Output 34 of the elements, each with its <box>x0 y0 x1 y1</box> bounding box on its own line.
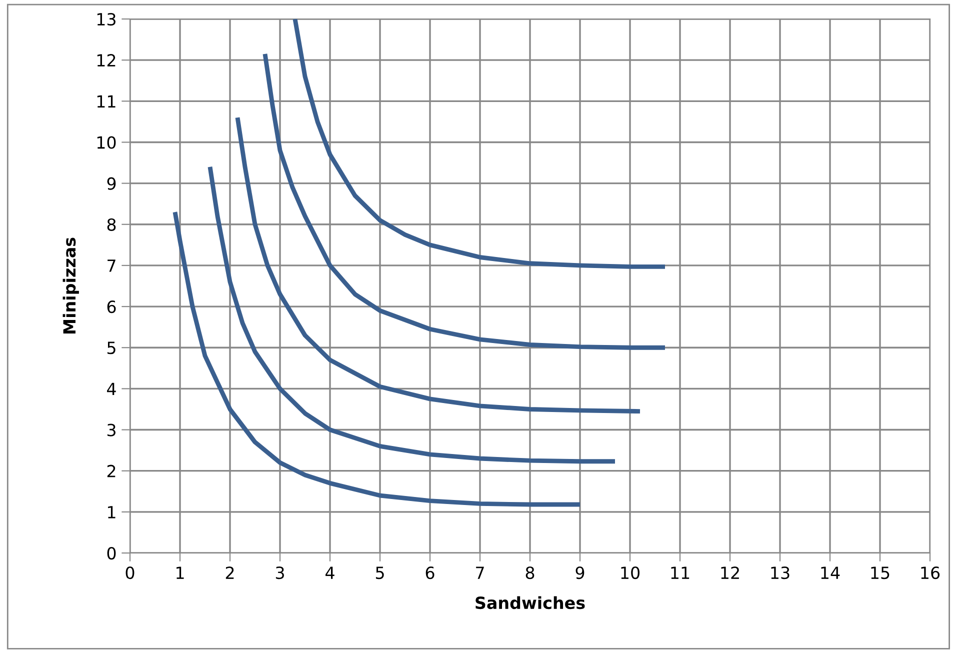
line-series <box>235 115 642 414</box>
y-tick-label: 1 <box>108 506 116 518</box>
x-axis-title: Sandwiches <box>476 596 585 610</box>
y-tick-label: 13 <box>97 12 116 26</box>
x-tick-label: 4 <box>326 566 334 579</box>
x-tick-label: 6 <box>426 566 434 580</box>
x-tick-label: 11 <box>671 566 690 579</box>
y-tick-label: 10 <box>97 136 116 149</box>
y-axis-title: Minipizzas <box>62 238 79 334</box>
y-tick-label: 11 <box>97 95 116 108</box>
y-tick-label: 9 <box>107 177 116 190</box>
y-tick-label: 6 <box>107 300 116 314</box>
x-tick-label: 2 <box>226 566 234 579</box>
x-tick-label: 15 <box>871 566 890 580</box>
x-tick-label: 5 <box>376 566 384 580</box>
y-tick-label: 7 <box>108 260 116 272</box>
x-tick-label: 12 <box>721 566 739 579</box>
y-tick-label: 5 <box>107 342 116 354</box>
x-tick-label: 1 <box>176 566 184 579</box>
x-tick-label: 3 <box>276 566 284 580</box>
x-tick-label: 13 <box>771 566 790 580</box>
x-tick-label: 0 <box>126 566 134 580</box>
x-tick-label: 10 <box>621 566 640 580</box>
x-tick-label: 7 <box>476 566 484 579</box>
x-tick-label: 9 <box>576 566 584 580</box>
x-tick-label: 8 <box>526 566 534 580</box>
y-tick-label: 8 <box>107 218 116 231</box>
y-tick-label: 12 <box>97 54 116 66</box>
y-tick-label: 0 <box>107 546 116 560</box>
y-tick-label: 4 <box>107 382 116 396</box>
x-tick-label: 14 <box>821 566 840 579</box>
x-tick-label: 16 <box>921 566 940 580</box>
y-tick-label: 2 <box>107 464 116 478</box>
y-tick-label: 3 <box>107 424 116 436</box>
